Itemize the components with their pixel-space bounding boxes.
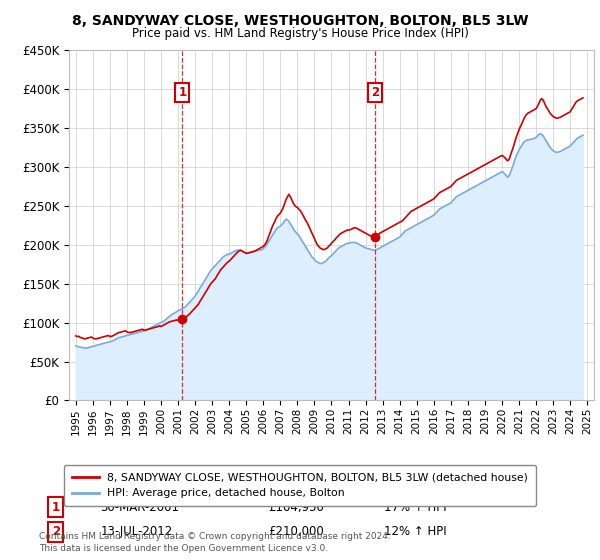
- Text: Price paid vs. HM Land Registry's House Price Index (HPI): Price paid vs. HM Land Registry's House …: [131, 27, 469, 40]
- Text: 1: 1: [52, 501, 60, 514]
- Text: 13-JUL-2012: 13-JUL-2012: [101, 525, 173, 538]
- Text: £104,950: £104,950: [269, 501, 325, 514]
- Text: Contains HM Land Registry data © Crown copyright and database right 2024.
This d: Contains HM Land Registry data © Crown c…: [39, 532, 391, 553]
- Text: 30-MAR-2001: 30-MAR-2001: [101, 501, 179, 514]
- Text: 17% ↑ HPI: 17% ↑ HPI: [384, 501, 446, 514]
- Text: £210,000: £210,000: [269, 525, 324, 538]
- Text: 2: 2: [52, 525, 60, 538]
- Text: 12% ↑ HPI: 12% ↑ HPI: [384, 525, 446, 538]
- Legend: 8, SANDYWAY CLOSE, WESTHOUGHTON, BOLTON, BL5 3LW (detached house), HPI: Average : 8, SANDYWAY CLOSE, WESTHOUGHTON, BOLTON,…: [64, 465, 536, 506]
- Text: 2: 2: [371, 86, 379, 99]
- Text: 8, SANDYWAY CLOSE, WESTHOUGHTON, BOLTON, BL5 3LW: 8, SANDYWAY CLOSE, WESTHOUGHTON, BOLTON,…: [72, 14, 528, 28]
- Text: 1: 1: [178, 86, 187, 99]
